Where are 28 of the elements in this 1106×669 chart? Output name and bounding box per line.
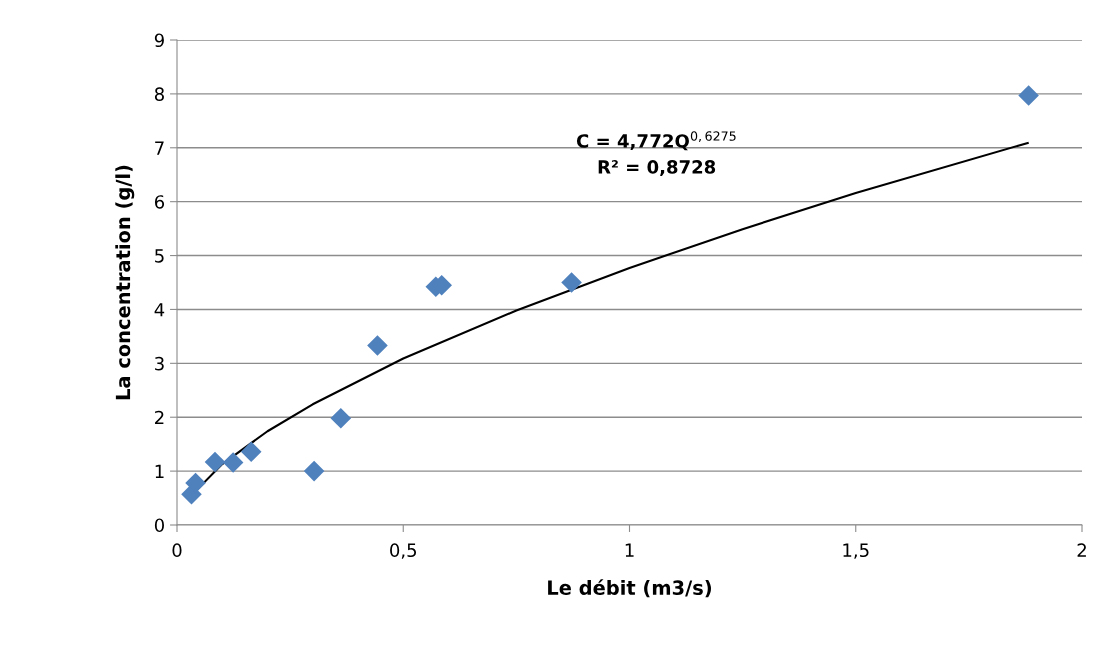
y-axis-title: La concentration (g/l) (115, 165, 135, 400)
point (561, 272, 582, 293)
y-tick-label: 8 (154, 87, 164, 102)
y-tick-label: 6 (154, 195, 165, 209)
y-tick-label: 3 (155, 356, 164, 371)
point (204, 451, 226, 473)
point (185, 472, 206, 494)
point (330, 408, 352, 429)
point (240, 441, 262, 463)
point (222, 452, 244, 473)
y-tick-label: 5 (155, 249, 164, 263)
x-tick-label: 1 (625, 543, 634, 557)
x-tick-label: 1,5 (843, 543, 869, 559)
x-axis-title: Le débit (m3/s) (548, 579, 711, 598)
point (367, 335, 388, 356)
annotation: R² = 0,8728 (598, 160, 716, 177)
y-tick-label: 7 (155, 141, 164, 155)
x-tick-label: 0 (172, 543, 182, 558)
y-tick-label: 9 (154, 33, 164, 48)
y-tick-label: 1 (155, 464, 164, 478)
annotation: C = 4,772Q$^{0,6275}$ (576, 131, 736, 151)
y-tick-label: 4 (154, 303, 165, 317)
y-tick-label: 0 (154, 518, 164, 533)
x-tick-label: 2 (1077, 543, 1086, 557)
y-tick-label: 2 (155, 410, 164, 425)
point (1018, 85, 1039, 106)
point (303, 460, 325, 482)
x-tick-label: 0,5 (390, 543, 417, 559)
